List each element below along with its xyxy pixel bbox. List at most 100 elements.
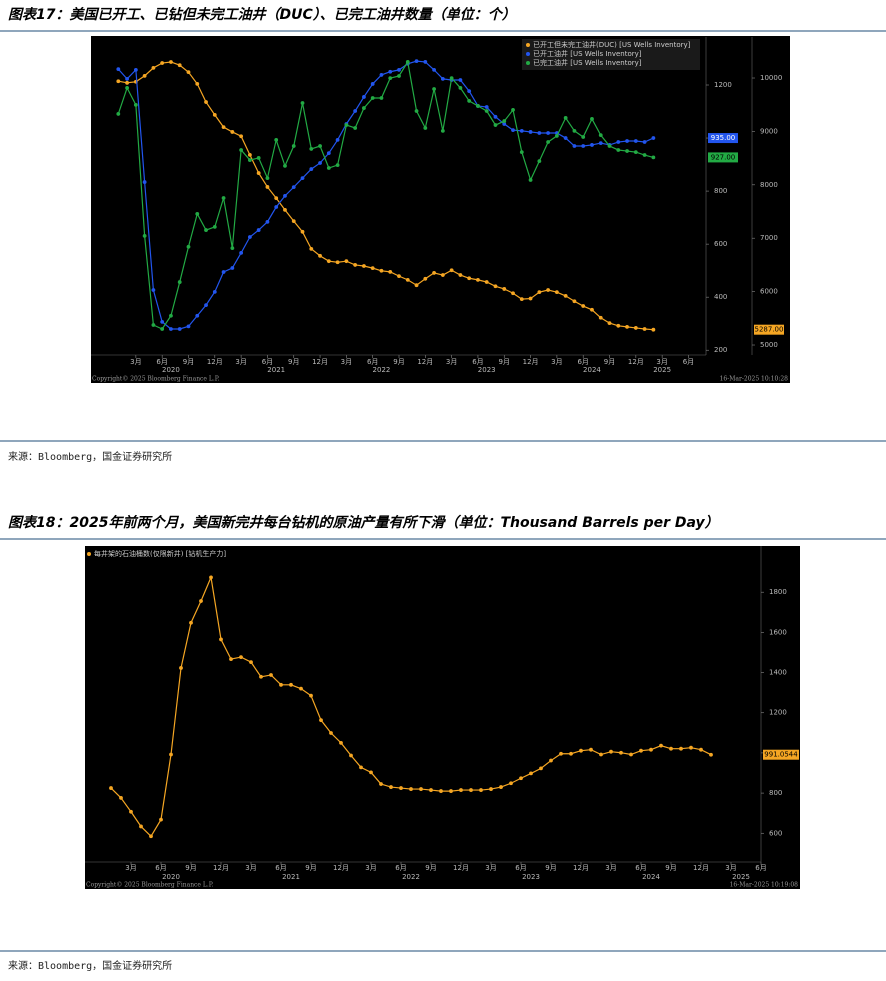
x-tick-label: 12月 [693, 864, 709, 872]
x-tick-label: 3月 [341, 358, 352, 366]
y-tick-label: 600 [714, 240, 727, 248]
data-point [309, 147, 314, 151]
y-tick-label: 400 [714, 293, 727, 301]
x-tick-label: 9月 [604, 358, 615, 366]
x-tick-label: 9月 [545, 864, 556, 872]
data-point [476, 277, 480, 282]
data-point [528, 296, 533, 301]
year-label: 2023 [522, 873, 540, 881]
data-point [265, 176, 270, 180]
x-tick-label: 9月 [288, 358, 299, 366]
data-point [572, 144, 577, 148]
value-label: 935.00 [711, 134, 736, 142]
data-point [353, 126, 358, 130]
data-point [219, 637, 223, 642]
data-point [493, 284, 498, 289]
data-point [349, 753, 353, 758]
y2-tick-label: 6000 [760, 288, 778, 296]
value-label: 991.0544 [764, 751, 798, 759]
y-tick-label: 600 [769, 829, 782, 837]
data-point [274, 205, 279, 209]
legend-label: 已开工油井 [US Wells Inventory] [533, 49, 642, 58]
data-point [572, 299, 577, 304]
data-point [484, 280, 489, 284]
data-point [221, 196, 226, 200]
data-point [423, 276, 428, 281]
source: 来源：Bloomberg，国金证券研究所 [8, 959, 172, 972]
x-tick-label: 12月 [417, 358, 433, 366]
data-point [469, 788, 473, 792]
x-tick-label: 3月 [551, 358, 562, 366]
data-point [598, 141, 603, 145]
data-point [247, 235, 252, 239]
data-point [274, 196, 279, 201]
year-label: 2022 [402, 873, 420, 881]
data-point [379, 268, 384, 273]
data-point [607, 321, 612, 326]
data-point [642, 153, 647, 157]
data-point [362, 95, 366, 99]
data-point [409, 787, 413, 791]
data-point [221, 270, 226, 274]
data-point [388, 269, 393, 274]
data-point [405, 60, 410, 64]
data-point [405, 277, 410, 282]
data-point [414, 283, 419, 288]
data-point [133, 102, 138, 107]
data-point [179, 666, 183, 670]
x-tick-label: 6月 [755, 864, 766, 872]
data-point [116, 79, 121, 84]
x-tick-label: 6月 [155, 864, 166, 872]
data-point [370, 266, 375, 271]
data-point [125, 77, 129, 81]
year-label: 2022 [373, 366, 391, 374]
x-tick-label: 9月 [305, 864, 316, 872]
data-point [484, 109, 489, 113]
data-point [423, 126, 428, 130]
data-point [299, 686, 303, 691]
data-point [598, 315, 603, 320]
data-point [256, 171, 261, 175]
data-point [493, 114, 498, 119]
data-point [669, 746, 673, 751]
data-point [397, 74, 401, 78]
x-tick-label: 6月 [515, 864, 526, 872]
x-tick-label: 9月 [393, 358, 404, 366]
data-point [300, 101, 305, 105]
value-label: 5287.00 [755, 326, 784, 334]
data-point [326, 166, 331, 170]
data-point [563, 136, 568, 140]
data-point [195, 81, 200, 86]
data-point [151, 323, 156, 327]
data-point [379, 96, 384, 100]
data-point [467, 99, 472, 103]
x-tick-label: 9月 [425, 864, 436, 872]
x-tick-label: 3月 [656, 358, 667, 366]
data-point [509, 781, 513, 786]
data-point [511, 108, 515, 112]
x-tick-label: 9月 [499, 358, 510, 366]
data-point [439, 789, 443, 793]
data-point [239, 148, 244, 152]
chart-background [91, 36, 790, 383]
data-point [519, 128, 524, 133]
x-tick-label: 3月 [446, 358, 457, 366]
data-point [209, 575, 213, 580]
data-point [335, 138, 340, 142]
data-point [519, 297, 524, 301]
x-tick-label: 3月 [605, 864, 616, 872]
year-label: 2025 [732, 873, 750, 881]
y-tick-label: 1800 [769, 588, 787, 596]
data-point [546, 131, 551, 135]
data-point [142, 180, 147, 184]
data-point [581, 135, 586, 139]
data-point [379, 782, 383, 786]
data-point [563, 293, 568, 298]
data-point [399, 786, 403, 790]
data-point [590, 117, 594, 121]
data-point [607, 144, 612, 148]
data-point [189, 620, 193, 625]
data-point [212, 289, 217, 294]
legend-swatch [526, 61, 530, 65]
year-label: 2024 [642, 873, 660, 881]
